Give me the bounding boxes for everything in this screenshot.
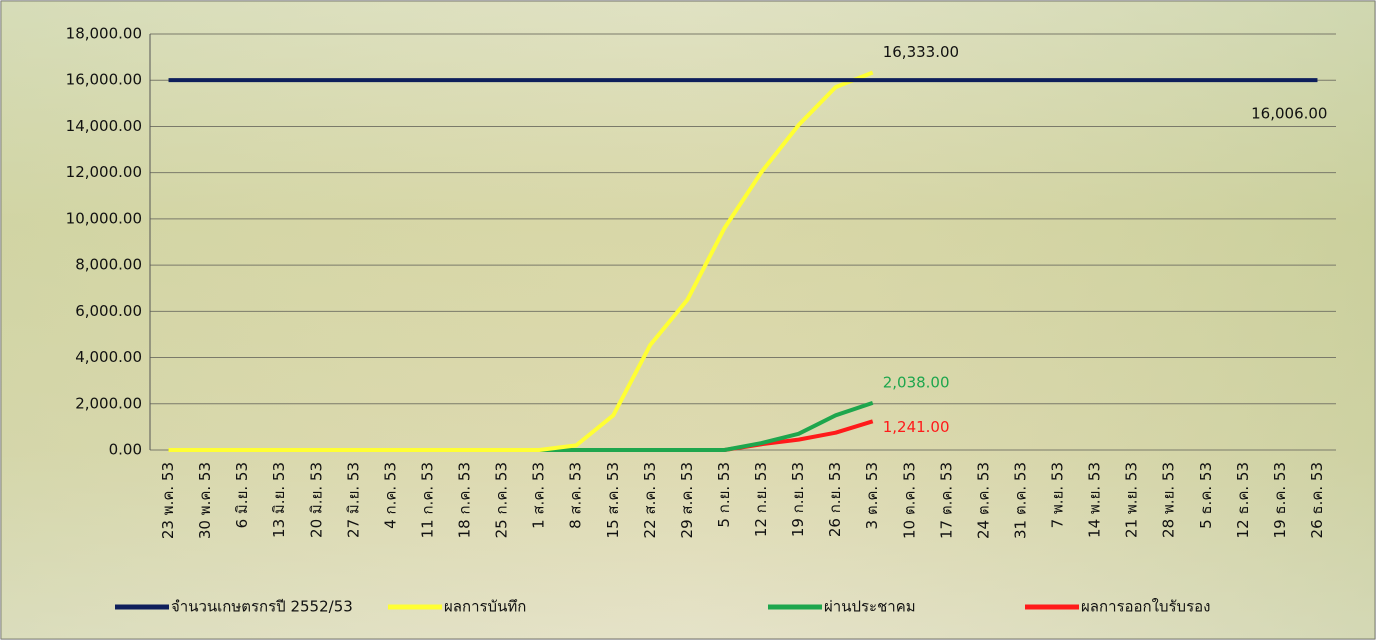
x-tick-label: 19 ก.ย. 53	[789, 462, 807, 537]
x-tick-label: 4 ก.ค. 53	[381, 462, 399, 529]
x-tick-label: 21 พ.ย. 53	[1123, 462, 1141, 538]
data-label: 1,241.00	[883, 418, 950, 436]
y-tick-label: 16,000.00	[66, 71, 142, 89]
x-tick-label: 30 พ.ค. 53	[196, 462, 214, 539]
x-tick-label: 19 ธ.ค. 53	[1271, 462, 1289, 538]
x-tick-label: 6 มิ.ย. 53	[233, 462, 251, 528]
x-tick-label: 22 ส.ค. 53	[641, 462, 659, 538]
y-tick-label: 6,000.00	[75, 302, 142, 320]
x-tick-label: 23 พ.ค. 53	[159, 462, 177, 539]
x-tick-label: 26 ก.ย. 53	[826, 462, 844, 537]
x-tick-label: 11 ก.ค. 53	[418, 462, 436, 538]
legend-label: ผลการบันทึก	[444, 598, 526, 616]
legend-label: ผ่านประชาคม	[824, 598, 916, 616]
y-tick-label: 10,000.00	[66, 209, 142, 227]
y-tick-label: 18,000.00	[66, 25, 142, 43]
series-line	[168, 70, 874, 452]
x-tick-label: 17 ต.ค. 53	[937, 462, 955, 539]
x-tick-label: 13 มิ.ย. 53	[270, 462, 288, 538]
legend-label: ผลการออกใบรับรอง	[1081, 598, 1210, 616]
x-tick-label: 10 ต.ค. 53	[900, 462, 918, 539]
y-tick-label: 14,000.00	[66, 117, 142, 135]
y-tick-label: 4,000.00	[75, 348, 142, 366]
y-tick-label: 12,000.00	[66, 163, 142, 181]
x-tick-label: 12 ก.ย. 53	[752, 462, 770, 537]
x-tick-label: 25 ก.ค. 53	[493, 462, 511, 538]
x-tick-label: 15 ส.ค. 53	[604, 462, 622, 538]
y-tick-label: 0.00	[109, 441, 142, 459]
x-tick-label: 3 ต.ค. 53	[863, 462, 881, 529]
data-label: 2,038.00	[883, 373, 950, 391]
legend-label: จำนวนเกษตรกรปี 2552/53	[171, 598, 353, 616]
data-label: 16,333.00	[883, 43, 959, 61]
data-label: 16,006.00	[1251, 105, 1327, 123]
x-tick-label: 29 ส.ค. 53	[678, 462, 696, 538]
x-tick-label: 8 ส.ค. 53	[567, 462, 585, 529]
x-tick-label: 18 ก.ค. 53	[456, 462, 474, 538]
y-tick-label: 2,000.00	[75, 394, 142, 412]
x-tick-label: 12 ธ.ค. 53	[1234, 462, 1252, 538]
x-tick-label: 5 ธ.ค. 53	[1197, 462, 1215, 529]
x-tick-label: 1 ส.ค. 53	[530, 462, 548, 529]
x-tick-label: 14 พ.ย. 53	[1086, 462, 1104, 538]
x-tick-label: 5 ก.ย. 53	[715, 462, 733, 528]
x-tick-label: 28 พ.ย. 53	[1160, 462, 1178, 538]
x-tick-label: 24 ต.ค. 53	[974, 462, 992, 539]
x-tick-label: 27 มิ.ย. 53	[344, 462, 362, 538]
x-tick-label: 20 มิ.ย. 53	[307, 462, 325, 538]
x-tick-label: 7 พ.ย. 53	[1049, 462, 1067, 528]
x-tick-label: 26 ธ.ค. 53	[1308, 462, 1326, 538]
x-tick-label: 31 ต.ค. 53	[1011, 462, 1029, 539]
y-tick-label: 8,000.00	[75, 256, 142, 274]
